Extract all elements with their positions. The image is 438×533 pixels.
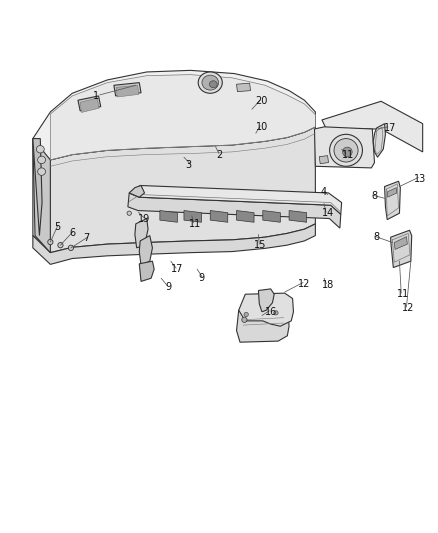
Text: 1: 1 (93, 91, 99, 101)
Polygon shape (385, 181, 400, 220)
Ellipse shape (58, 243, 63, 248)
Text: 3: 3 (185, 160, 191, 170)
Polygon shape (239, 293, 293, 326)
Text: 11: 11 (397, 289, 409, 299)
Polygon shape (314, 127, 374, 168)
Polygon shape (129, 185, 342, 214)
Polygon shape (210, 211, 228, 222)
Text: 17: 17 (171, 264, 184, 274)
Polygon shape (258, 289, 274, 312)
Text: 16: 16 (265, 307, 277, 317)
Text: 5: 5 (54, 222, 60, 231)
Ellipse shape (334, 139, 358, 162)
Ellipse shape (330, 134, 363, 166)
Polygon shape (116, 85, 139, 97)
Text: 8: 8 (371, 191, 378, 201)
Text: 4: 4 (321, 187, 327, 197)
Polygon shape (78, 96, 101, 111)
Ellipse shape (48, 239, 53, 245)
Text: 7: 7 (84, 233, 90, 243)
Ellipse shape (209, 80, 217, 87)
Polygon shape (394, 237, 407, 249)
Polygon shape (33, 70, 315, 160)
Polygon shape (387, 188, 397, 197)
Ellipse shape (343, 147, 352, 157)
Polygon shape (289, 211, 307, 222)
Polygon shape (237, 83, 251, 92)
Polygon shape (129, 185, 145, 197)
Ellipse shape (36, 146, 44, 153)
Polygon shape (50, 75, 315, 160)
Text: 13: 13 (414, 174, 427, 183)
Ellipse shape (38, 168, 46, 175)
Text: 6: 6 (69, 228, 75, 238)
Ellipse shape (127, 211, 131, 215)
Text: 12: 12 (298, 279, 311, 288)
Text: 9: 9 (166, 282, 172, 292)
Polygon shape (33, 139, 42, 236)
Polygon shape (80, 98, 99, 112)
Polygon shape (322, 101, 423, 152)
Polygon shape (237, 211, 254, 222)
Text: 2: 2 (216, 150, 222, 159)
Polygon shape (373, 124, 385, 157)
Polygon shape (263, 211, 280, 222)
Text: 17: 17 (384, 123, 396, 133)
Text: 19: 19 (138, 214, 151, 223)
Polygon shape (139, 236, 152, 265)
Ellipse shape (202, 75, 219, 90)
Polygon shape (128, 193, 341, 228)
Ellipse shape (242, 317, 247, 322)
Text: 18: 18 (321, 280, 334, 289)
Ellipse shape (198, 72, 222, 93)
Text: 11: 11 (342, 150, 354, 159)
Polygon shape (139, 261, 154, 281)
Text: 15: 15 (254, 240, 267, 250)
Polygon shape (33, 127, 315, 253)
Polygon shape (114, 83, 141, 96)
Polygon shape (184, 211, 201, 222)
Polygon shape (135, 219, 148, 248)
Text: 14: 14 (321, 208, 334, 218)
Text: 8: 8 (374, 232, 380, 242)
Polygon shape (33, 224, 315, 264)
Polygon shape (33, 139, 50, 253)
Polygon shape (237, 308, 289, 342)
Text: 12: 12 (402, 303, 414, 313)
Ellipse shape (68, 245, 74, 251)
Polygon shape (319, 156, 328, 164)
Ellipse shape (244, 312, 248, 317)
Ellipse shape (274, 311, 278, 315)
Text: 10: 10 (256, 122, 268, 132)
Ellipse shape (38, 156, 46, 164)
Text: 9: 9 (198, 273, 205, 283)
Text: 11: 11 (189, 219, 201, 229)
Polygon shape (391, 230, 412, 268)
Text: 20: 20 (256, 96, 268, 106)
Polygon shape (160, 211, 177, 222)
